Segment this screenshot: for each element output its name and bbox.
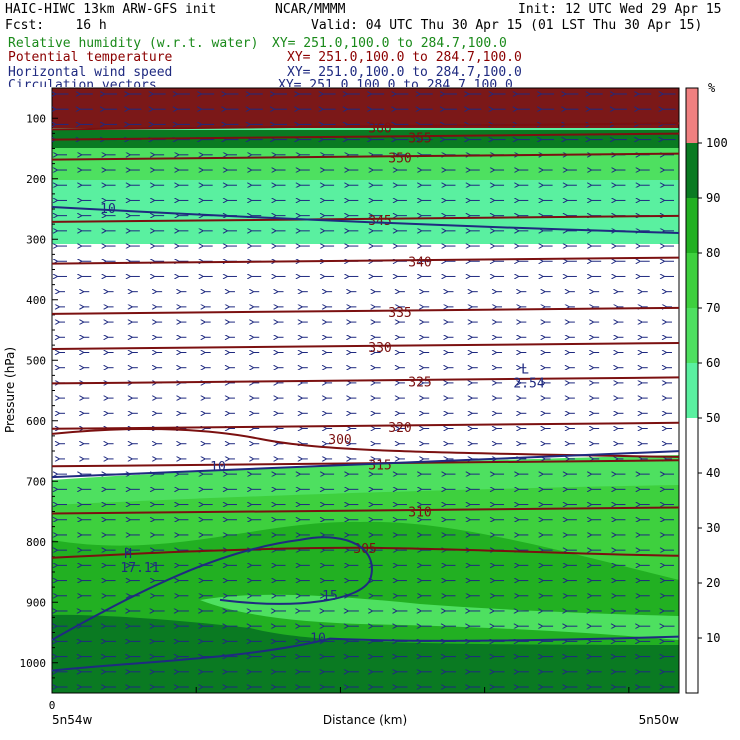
y-tick-label: 100: [26, 112, 46, 125]
wind-speed-contour-label: 10: [100, 202, 116, 217]
theta-contour-line: [52, 214, 679, 223]
extremum-type: L: [521, 362, 529, 377]
wind-speed-contour-label: 10: [310, 632, 326, 647]
y-tick-label: 200: [26, 173, 46, 186]
forecast-hour: Fcst: 16 h: [5, 18, 107, 33]
colorbar-tick-label: 30: [706, 521, 720, 535]
theta-contour-line: [52, 256, 679, 265]
field-rh-name: Relative humidity (w.r.t. water): [8, 36, 259, 51]
field-rh-xy: XY= 251.0,100.0 to 284.7,100.0: [272, 36, 507, 51]
colorbar-band: [686, 308, 698, 363]
colorbar-outline: [685, 87, 699, 694]
valid-time: Valid: 04 UTC Thu 30 Apr 15 (01 LST Thu …: [311, 18, 703, 33]
y-tick-label: 1000: [20, 657, 47, 670]
y-tick-label: 900: [26, 596, 46, 609]
theta-contour-line: [52, 506, 679, 515]
colorbar-unit: %: [708, 81, 716, 95]
field-theta-name: Potential temperature: [8, 50, 173, 65]
colorbar-tick-label: 10: [706, 631, 720, 645]
colorbar-tick-label: 20: [706, 576, 720, 590]
theta-contour-line: [52, 132, 679, 141]
field-circ-xy: XY= 251.0,100.0 to 284.7,100.0: [278, 78, 513, 87]
theta-contour-label: 315: [368, 458, 391, 473]
colorbar-band: [686, 88, 698, 143]
wind-speed-contour-label: 15: [322, 589, 338, 604]
rh-shading: [52, 88, 679, 693]
y-tick-label: 800: [26, 536, 46, 549]
wind-speed-contour-line: [52, 635, 679, 672]
colorbar-tick-label: 70: [706, 301, 720, 315]
model-title: HAIC-HIWC 13km ARW-GFS init: [5, 2, 217, 17]
center-label: NCAR/MMMM: [275, 2, 346, 17]
pressure-axis: 100 200 300 400 500 600 700 800 900 1000: [20, 112, 58, 679]
y-tick-label: 500: [26, 354, 46, 367]
theta-contour-label: 355: [408, 132, 431, 147]
theta-contour-label: 350: [388, 152, 411, 167]
theta-contour-label: 335: [388, 306, 411, 321]
theta-contour-line: [52, 427, 679, 458]
theta-contour-line: [52, 341, 679, 350]
rh-band-upper-base: [52, 204, 679, 244]
theta-contour-label: 345: [368, 214, 391, 229]
rh-band-lower-90: [52, 614, 679, 693]
colorbar-band: [686, 363, 698, 418]
theta-contour-label: 330: [368, 341, 391, 356]
y-tick-label: 600: [26, 415, 46, 428]
wind-speed-contour-line: [52, 536, 373, 641]
theta-contour-line: [52, 546, 679, 559]
theta-contour-label: 325: [408, 375, 431, 390]
rh-band-top: [52, 88, 679, 128]
distance-axis: [51, 687, 630, 693]
theta-contour-label: 300: [328, 433, 351, 448]
x-tick-zero: 0: [49, 699, 56, 712]
circulation-vectors: [56, 94, 676, 687]
y-axis-title: Pressure (hPa): [3, 347, 17, 433]
x-axis-title: Distance (km): [323, 713, 407, 727]
rh-colorbar: 10 20 30 40 50 60 70 80 90 100%: [685, 81, 728, 694]
theta-contour-label: 310: [408, 506, 431, 521]
extremum-value: 17.11: [120, 561, 159, 576]
y-tick-label: 700: [26, 475, 46, 488]
colorbar-tick-label: 50: [706, 411, 720, 425]
theta-contour-label: 360: [368, 121, 391, 136]
x-right-endpoint: 5n50w: [639, 713, 680, 727]
wind-speed-contour-line: [52, 206, 679, 235]
colorbar-band: [686, 143, 698, 198]
colorbar-tick-label: 100: [706, 136, 728, 150]
theta-contour-label: 340: [408, 256, 431, 271]
colorbar-tick-label: 80: [706, 246, 720, 260]
y-tick-label: 300: [26, 233, 46, 246]
init-time: Init: 12 UTC Wed 29 Apr 15: [518, 2, 722, 17]
theta-contour-label: 320: [388, 421, 411, 436]
colorbar-tick-label: 60: [706, 356, 720, 370]
field-wind-xy: XY= 251.0,100.0 to 284.7,100.0: [287, 65, 522, 80]
extremum-type: H: [124, 547, 132, 562]
colorbar-tick-label: 40: [706, 466, 720, 480]
theta-contour-line: [52, 421, 679, 430]
rh-band-lower-dry-pocket: [200, 594, 679, 640]
extrema-labels: H17.11 L2.54: [120, 362, 544, 576]
colorbar-band: [686, 253, 698, 308]
theta-contour-line: [52, 306, 679, 315]
field-wind-name: Horizontal wind speed: [8, 65, 173, 80]
field-circ-name: Circulation vectors: [8, 78, 157, 87]
field-theta-xy: XY= 251.0,100.0 to 284.7,100.0: [287, 50, 522, 65]
colorbar-band: [686, 198, 698, 253]
x-left-endpoint: 5n54w: [52, 713, 93, 727]
theta-contour-line: [52, 376, 679, 385]
wind-speed-contour-label: 10: [210, 460, 226, 475]
theta-contour-line: [52, 459, 679, 468]
y-tick-label: 400: [26, 294, 46, 307]
colorbar-tick-label: 90: [706, 191, 720, 205]
theta-contour-line: [52, 122, 679, 131]
extremum-value: 2.54: [513, 376, 544, 391]
theta-contour-line: [52, 152, 679, 161]
